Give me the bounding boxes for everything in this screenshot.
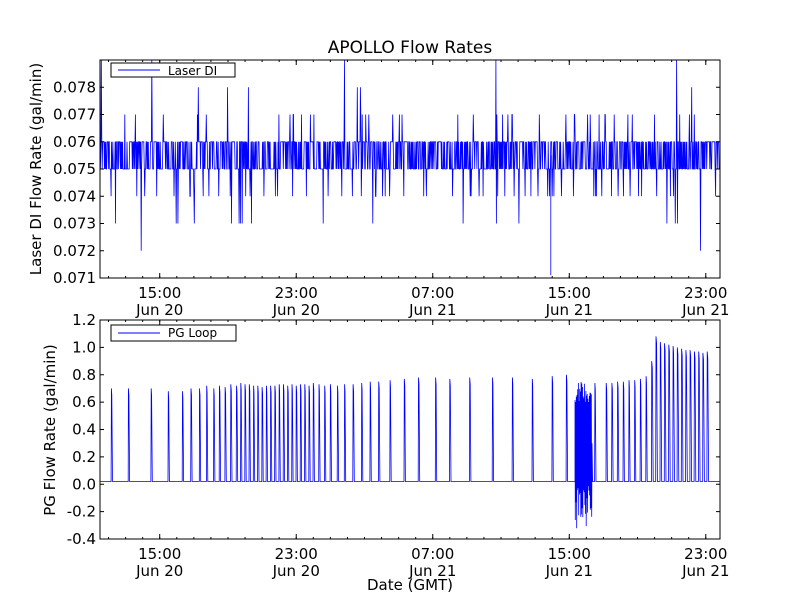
legend-box-pg-loop bbox=[110, 324, 237, 342]
pg-loop-ytick-label: 0.2 bbox=[72, 448, 96, 466]
laser-di-xtick-label-date: Jun 20 bbox=[272, 301, 320, 319]
laser-di-xtick-label-date: Jun 21 bbox=[681, 301, 729, 319]
laser-di-xtick-label-date: Jun 21 bbox=[545, 301, 593, 319]
plot-area-pg-loop bbox=[100, 336, 720, 529]
x-axis-label: Date (GMT) bbox=[367, 576, 453, 594]
ticks-laser-di: 0.071 0.072 0.073 0.074 0.075 0.076 0.077 0.078… bbox=[53, 60, 729, 319]
pg-loop-xtick-label-time: 07:00 bbox=[411, 545, 454, 563]
laser-di-xtick-label-date: Jun 21 bbox=[408, 301, 456, 319]
pg-loop-xtick-label-time: 23:00 bbox=[275, 545, 318, 563]
pg-loop-ytick-label: 0.6 bbox=[72, 393, 96, 411]
pg-loop-ytick-label: 1.2 bbox=[72, 311, 96, 329]
laser-di-ytick-label: 0.074 bbox=[53, 187, 96, 205]
axes-laser-di: 0.071 0.072 0.073 0.074 0.075 0.076 0.077 0.078… bbox=[27, 59, 729, 319]
laser-di-ytick-label: 0.072 bbox=[53, 242, 96, 260]
pg-loop-ytick-label: 0.8 bbox=[72, 366, 96, 384]
pg-loop-ytick-label: 0.0 bbox=[72, 475, 96, 493]
laser-di-xtick-label-time: 07:00 bbox=[411, 284, 454, 302]
series-line-pg-loop bbox=[100, 336, 720, 529]
laser-di-ytick-label: 0.073 bbox=[53, 215, 96, 233]
pg-loop-xtick-label-time: 15:00 bbox=[548, 545, 591, 563]
series-line-laser-di bbox=[99, 59, 720, 276]
legend-laser-di: Laser DI bbox=[110, 62, 236, 78]
laser-di-ytick-label: 0.078 bbox=[53, 78, 96, 96]
pg-loop-ytick-label: 1.0 bbox=[72, 338, 96, 356]
axes-frame-pg-loop bbox=[99, 319, 721, 540]
plot-area-laser-di bbox=[99, 59, 720, 276]
legend-box-laser-di bbox=[110, 62, 236, 78]
laser-di-xtick-label-date: Jun 20 bbox=[135, 301, 183, 319]
pg-loop-ytick-label: -0.2 bbox=[67, 503, 96, 521]
laser-di-xtick-label-time: 15:00 bbox=[138, 284, 181, 302]
laser-di-ytick-label: 0.077 bbox=[53, 106, 96, 124]
laser-di-ytick-label: 0.076 bbox=[53, 133, 96, 151]
laser-di-ytick-label: 0.071 bbox=[53, 269, 96, 287]
laser-di-xtick-label-time: 23:00 bbox=[275, 284, 318, 302]
chart-title: APOLLO Flow Rates bbox=[328, 38, 493, 58]
pg-loop-xtick-label-date: Jun 21 bbox=[681, 562, 729, 580]
laser-di-xtick-label-time: 15:00 bbox=[548, 284, 591, 302]
pg-loop-xtick-label-date: Jun 20 bbox=[135, 562, 183, 580]
pg-loop-xtick-label-date: Jun 20 bbox=[272, 562, 320, 580]
pg-loop-ytick-label: -0.4 bbox=[67, 530, 96, 548]
pg-loop-ytick-label: 0.4 bbox=[72, 421, 96, 439]
laser-di-xtick-label-time: 23:00 bbox=[684, 284, 727, 302]
pg-loop-xtick-label-time: 23:00 bbox=[684, 545, 727, 563]
legend-label-laser-di: Laser DI bbox=[168, 64, 217, 78]
legend-pg-loop: PG Loop bbox=[110, 324, 237, 342]
axes-frame-laser-di bbox=[99, 59, 721, 279]
y-axis-label-laser-di: Laser DI Flow Rate (gal/min) bbox=[27, 63, 45, 275]
pg-loop-xtick-label-time: 15:00 bbox=[138, 545, 181, 563]
pg-loop-xtick-label-date: Jun 21 bbox=[408, 562, 456, 580]
legend-label-pg-loop: PG Loop bbox=[168, 326, 217, 340]
laser-di-ytick-label: 0.075 bbox=[53, 160, 96, 178]
y-axis-label-pg-loop: PG Flow Rate (gal/min) bbox=[41, 344, 59, 516]
pg-loop-xtick-label-date: Jun 21 bbox=[545, 562, 593, 580]
